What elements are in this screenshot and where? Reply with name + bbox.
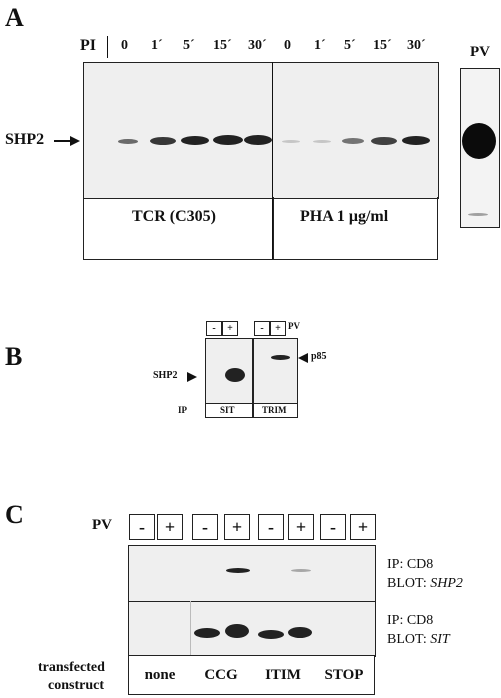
tcr-time-5: 5´ [183,38,195,53]
pha-time-30: 30´ [407,38,426,53]
construct-stop-label: STOP [324,666,364,683]
panel-a-pv-label: PV [470,44,490,60]
tcr-time-15: 15´ [213,38,232,53]
panel-c-top-blot-target: SHP2 [430,576,463,591]
band-pha-5 [342,138,364,144]
panel-c-sign-5: - [258,514,284,540]
panel-b-sign-2: + [222,321,238,336]
band-tcr-30 [244,135,272,145]
tcr-time-30: 30´ [248,38,267,53]
panel-c-pv-label: PV [92,517,112,533]
band-pha-1 [313,140,331,143]
panel-a-arrow-shaft [54,140,72,142]
panel-c-blot-shp2 [128,545,376,603]
pha-time-15: 15´ [373,38,392,53]
band-pha-30 [402,136,430,145]
stim-tcr-label: TCR (C305) [132,208,216,225]
panel-c-sign-6: + [288,514,314,540]
panel-c-sign-1: - [129,514,155,540]
panel-b-sign-4: + [270,321,286,336]
panel-c-sit-band-ccg-minus [194,628,220,638]
pha-time-0: 0 [284,38,291,53]
panel-b-shp2-label: SHP2 [153,370,178,381]
panel-c-top-blot-prefix: BLOT: [387,576,431,591]
panel-a-shp2-label: SHP2 [5,131,45,148]
construct-none-label: none [144,666,176,683]
panel-b-blot-trim [253,338,298,404]
panel-c-sign-7: - [320,514,346,540]
panel-b-ip-trim-box [253,403,298,418]
panel-c-blot-sit [128,601,376,657]
construct-ccg-label: CCG [204,666,238,683]
panel-c-sit-band-itim-minus [258,630,284,639]
panel-c-bottom-blot: BLOT: SIT [387,632,450,648]
stim-pha-label: PHA 1 μg/ml [300,208,389,225]
panel-c-construct-label-1: transfected [38,660,105,675]
pv-faint-band [468,213,488,216]
panel-c-top-ip: IP: CD8 [387,557,434,572]
panel-b-p85-arrow [298,353,308,363]
tcr-time-0: 0 [121,38,128,53]
panel-c-sit-band-itim-plus [288,627,312,638]
band-tcr-0 [118,139,138,144]
panel-c-shp2-band-ccg [226,568,250,573]
panel-b-shp2-arrow [187,372,197,382]
stim-tcr-box [83,197,274,260]
band-pha-0 [282,140,300,143]
panel-b-band-shp2 [225,368,245,382]
band-tcr-1 [150,137,176,145]
panel-b-ip-sit-box [205,403,253,418]
pha-time-5: 5´ [344,38,356,53]
pi-label: PI [80,37,96,54]
panel-b-p85-label: p85 [311,351,327,362]
tcr-time-1: 1´ [151,38,163,53]
construct-stop-box: STOP [314,655,375,695]
panel-c-bottom-blot-prefix: BLOT: [387,632,431,647]
panel-a-blot [83,62,439,199]
panel-c-top-blot: BLOT: SHP2 [387,576,463,592]
panel-c-sign-8: + [350,514,376,540]
panel-b-ip-trim: TRIM [262,405,287,415]
band-tcr-5 [181,136,209,145]
panel-c-sign-4: + [224,514,250,540]
construct-itim-box: ITIM [252,655,315,695]
panel-b-letter: B [5,342,23,371]
pha-time-1: 1´ [314,38,326,53]
panel-a-letter: A [5,3,24,32]
construct-itim-label: ITIM [265,666,301,683]
panel-c-bottom-blot-target: SIT [430,632,450,647]
panel-c-construct-label-2: construct [48,678,104,693]
panel-c-sign-2: + [157,514,183,540]
panel-c-sit-lane-divider [190,601,191,655]
panel-c-letter: C [5,500,24,529]
panel-b-ip-sit: SIT [220,405,235,415]
panel-b-pv-label: PV [288,321,300,331]
construct-ccg-box: CCG [190,655,253,695]
panel-b-sign-3: - [254,321,270,336]
band-tcr-15 [213,135,243,145]
pi-divider [107,36,108,58]
panel-a-blot-divider [272,62,273,259]
panel-b-band-p85 [271,355,290,360]
pv-band [462,123,496,159]
stim-pha-box [272,197,438,260]
panel-c-shp2-band-itim [291,569,311,572]
panel-c-bottom-ip: IP: CD8 [387,613,434,628]
band-pha-15 [371,137,397,145]
panel-b-ip-label: IP [178,405,187,415]
panel-c-sign-3: - [192,514,218,540]
panel-b-sign-1: - [206,321,222,336]
panel-c-sit-band-ccg-plus [225,624,249,638]
construct-none-box: none [128,655,192,695]
panel-a-arrow-head [70,136,80,146]
